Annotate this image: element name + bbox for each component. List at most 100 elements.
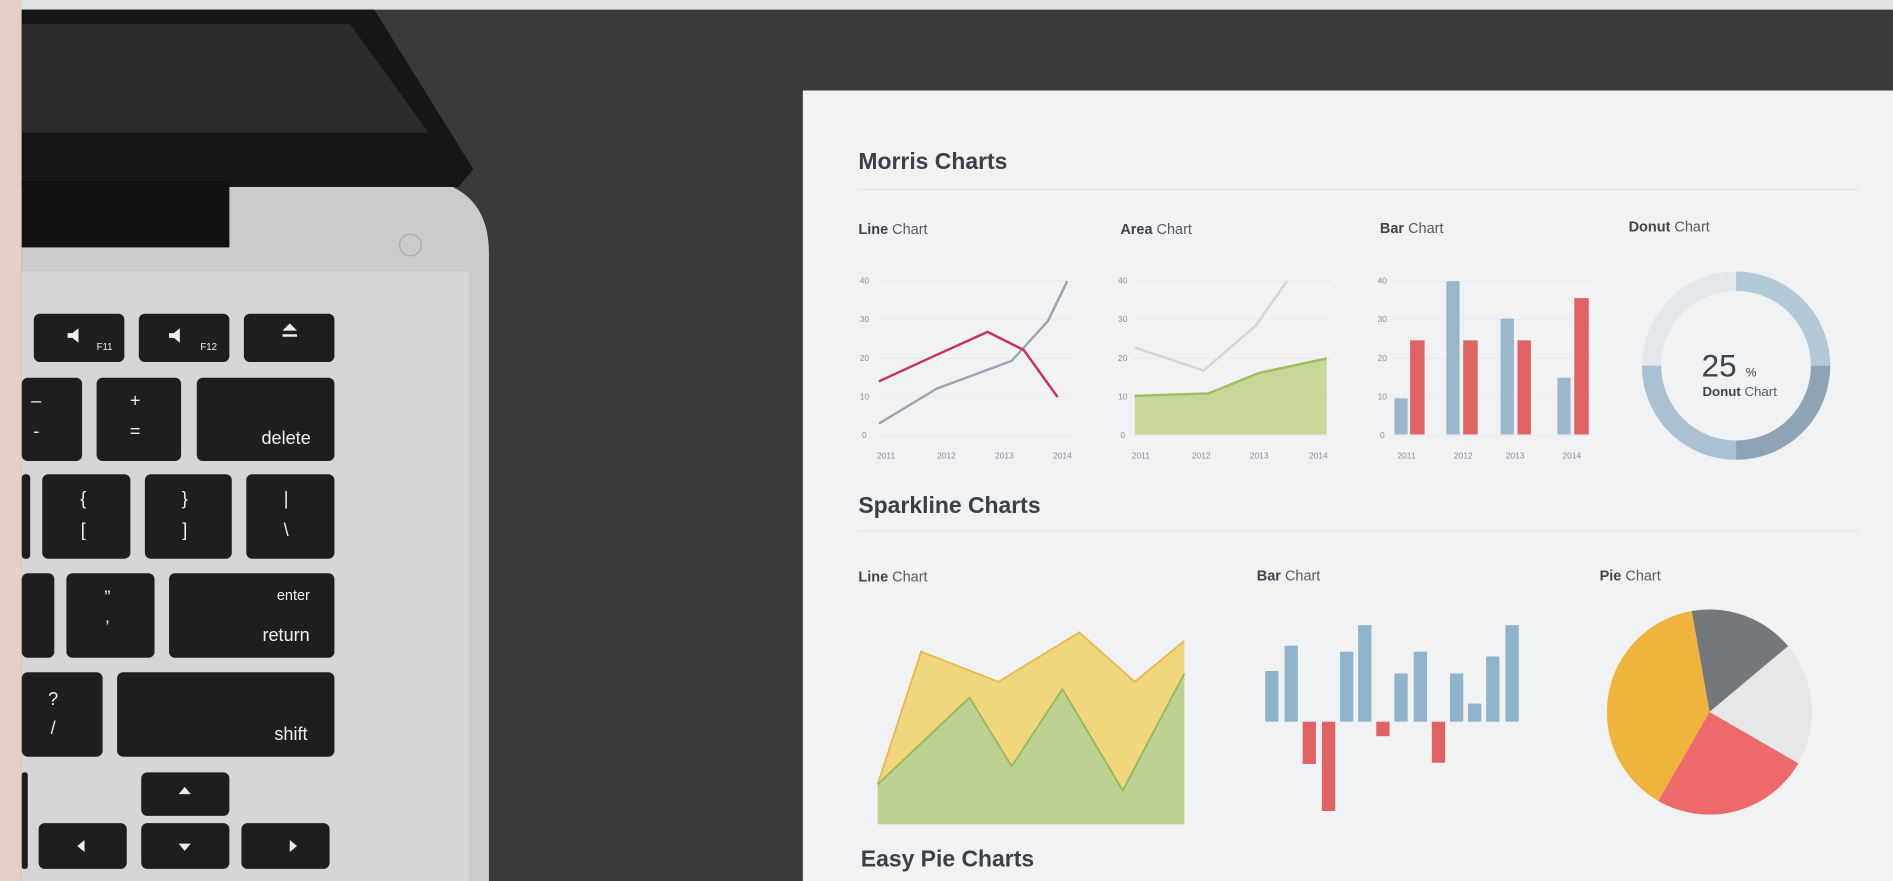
bar [1394,673,1407,721]
chart-label: Line Chart [858,570,927,586]
key-label: F11 [97,342,113,353]
x-tick-label: 2011 [877,451,895,461]
bar [1518,340,1531,434]
chart-label: Line Chart [858,222,927,238]
chart-label: Bar Chart [1380,221,1444,237]
y-tick-label: 40 [1378,276,1388,286]
key [22,573,55,657]
key-label: ? [48,689,58,709]
x-tick-label: 2013 [995,451,1014,461]
label-rest: Chart [1285,568,1320,584]
label-bold: Donut [1702,384,1741,399]
chart-label: Donut Chart [1629,220,1710,236]
y-tick-label: 20 [860,353,870,363]
label-rest: Chart [1157,222,1192,238]
bar [1557,378,1570,435]
x-tick-label: 2013 [1250,451,1269,461]
y-tick-label: 20 [1118,353,1128,363]
label-rest: Chart [892,222,927,238]
key [22,474,30,558]
x-tick-label: 2014 [1562,451,1581,461]
section-title: Morris Charts [858,148,1007,174]
bar [1265,671,1278,722]
key [22,672,103,756]
key-label: ” [104,587,110,607]
left-border [0,0,22,881]
key-label: return [262,625,309,645]
key [169,573,334,657]
bar [1463,340,1477,434]
key-label: { [80,488,86,508]
label-bold: Line [858,222,888,238]
label-bold: Pie [1600,568,1622,584]
bar [1468,704,1481,722]
x-tick-label: 2013 [1506,451,1525,461]
key-label: ] [182,520,187,540]
key-label: | [284,488,289,508]
section-title: Easy Pie Charts [861,846,1034,872]
y-tick-label: 20 [1378,353,1388,363]
bar [1450,673,1463,721]
key [34,314,125,362]
y-tick-label: 0 [1120,430,1125,440]
label-bold: Bar [1380,221,1405,237]
top-border [0,0,1893,10]
x-tick-label: 2012 [1454,451,1473,461]
bar [1501,319,1514,435]
bar [1340,652,1353,722]
key [241,823,329,869]
bar [1322,722,1335,811]
key [244,314,335,362]
key-label: – [31,391,42,411]
x-tick-label: 2012 [1192,451,1211,461]
x-tick-label: 2014 [1309,451,1328,461]
key-label: [ [81,520,86,540]
chart-label: Area Chart [1120,222,1192,238]
y-tick-label: 10 [860,391,870,401]
donut-value: 25 [1702,349,1737,384]
key-label: = [130,421,141,441]
bar [1394,398,1407,434]
chart-label: Bar Chart [1257,568,1321,584]
laptop: F11 F12 – - + = delete { [ } ] | \ ” ’ e… [22,10,489,881]
bar [1303,722,1316,764]
label-bold: Line [858,570,888,586]
x-tick-label: 2012 [937,451,956,461]
label-bold: Bar [1257,568,1281,584]
key-label: enter [277,588,310,604]
bar [1410,340,1424,434]
chart-label: Pie Chart [1600,568,1661,584]
key-label: delete [261,428,310,448]
label-rest: Chart [1744,384,1777,399]
x-tick-label: 2011 [1397,451,1415,461]
key [145,474,232,558]
label-rest: Chart [1625,568,1660,584]
y-tick-label: 30 [1378,314,1388,324]
bar [1414,652,1427,722]
x-tick-label: 2011 [1132,451,1150,461]
key [197,378,335,461]
key [22,772,28,869]
key-label: shift [274,724,307,744]
y-tick-label: 40 [860,276,870,286]
bar [1358,625,1371,722]
key-label: ’ [105,618,109,638]
bar [1285,646,1298,722]
key [246,474,334,558]
label-bold: Donut [1629,220,1671,236]
paper: Morris Charts Line Chart Area Chart Bar … [803,91,1893,881]
y-tick-label: 0 [1380,430,1385,440]
bar [1486,657,1499,722]
x-tick-label: 2014 [1053,451,1072,461]
key [139,314,230,362]
bar [1574,298,1588,434]
label-rest: Chart [892,570,927,586]
hinge [22,181,230,247]
photo: F11 F12 – - + = delete { [ } ] | \ ” ’ e… [0,0,1893,881]
y-tick-label: 40 [1118,276,1128,286]
bar [1446,281,1459,434]
label-rest: Chart [1674,220,1709,236]
key-label: - [33,421,39,441]
y-tick-label: 10 [1118,391,1128,401]
key [66,573,154,657]
